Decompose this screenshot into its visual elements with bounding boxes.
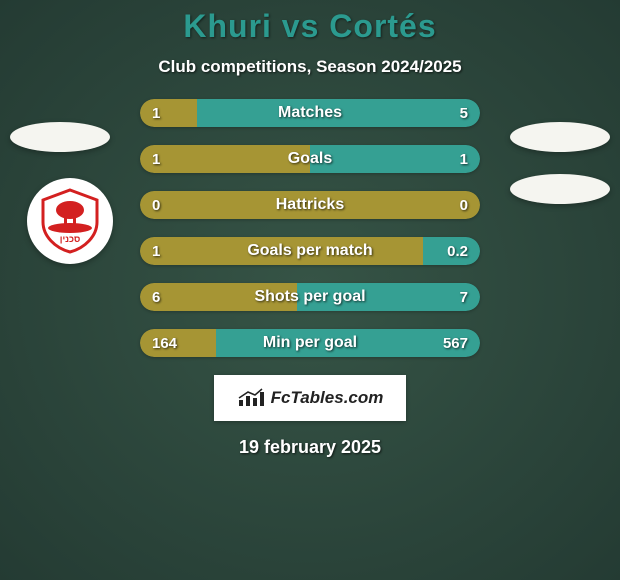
chart-icon: [237, 388, 265, 408]
date-line: 19 february 2025: [0, 437, 620, 458]
bar-value-right: 567: [443, 329, 468, 357]
stats-card: Khuri vs Cortés Club competitions, Seaso…: [0, 0, 620, 580]
bar-value-left: 6: [152, 283, 160, 311]
watermark-text: FcTables.com: [271, 388, 384, 408]
bar-right-fill: [310, 145, 480, 173]
bar-row: Matches15: [140, 99, 480, 127]
badge-right-2: [510, 174, 610, 204]
bar-row: Goals per match10.2: [140, 237, 480, 265]
bar-row: Goals11: [140, 145, 480, 173]
bars-wrapper: Matches15Goals11Hattricks00Goals per mat…: [140, 99, 480, 357]
bar-row: Min per goal164567: [140, 329, 480, 357]
bar-left-fill: [140, 99, 197, 127]
bar-value-left: 1: [152, 99, 160, 127]
bar-value-right: 0.2: [447, 237, 468, 265]
bar-value-right: 1: [460, 145, 468, 173]
bar-value-right: 0: [460, 191, 468, 219]
bar-left-fill: [140, 191, 480, 219]
team-logo-left: סכנין: [27, 178, 113, 264]
bar-left-fill: [140, 283, 297, 311]
bar-value-left: 0: [152, 191, 160, 219]
svg-text:סכנין: סכנין: [60, 234, 81, 244]
bar-left-fill: [140, 237, 423, 265]
bar-value-right: 7: [460, 283, 468, 311]
bar-row: Shots per goal67: [140, 283, 480, 311]
bar-row: Hattricks00: [140, 191, 480, 219]
page-title: Khuri vs Cortés: [0, 8, 620, 45]
shield-logo-icon: סכנין: [35, 186, 105, 256]
bar-value-right: 5: [460, 99, 468, 127]
bar-right-fill: [197, 99, 480, 127]
badge-right-1: [510, 122, 610, 152]
bar-value-left: 1: [152, 145, 160, 173]
bar-value-left: 164: [152, 329, 177, 357]
badge-left-1: [10, 122, 110, 152]
bar-right-fill: [297, 283, 480, 311]
subtitle: Club competitions, Season 2024/2025: [0, 57, 620, 77]
bar-right-fill: [216, 329, 480, 357]
watermark: FcTables.com: [214, 375, 406, 421]
bar-left-fill: [140, 145, 310, 173]
bar-value-left: 1: [152, 237, 160, 265]
